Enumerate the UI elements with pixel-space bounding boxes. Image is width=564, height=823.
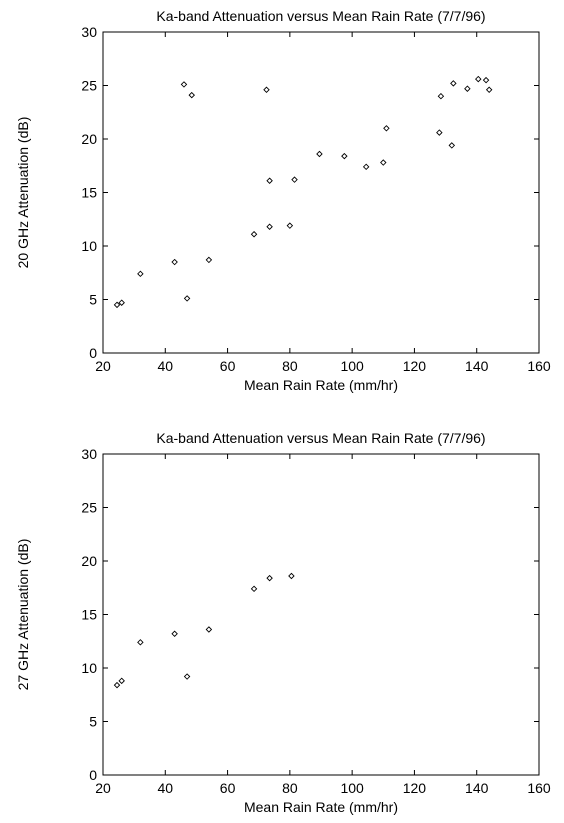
- data-point: [341, 152, 348, 160]
- data-point: [383, 125, 390, 132]
- x-tick-label: 20: [95, 358, 111, 374]
- y-tick-label: 20: [81, 553, 97, 569]
- x-tick-label: 140: [465, 358, 489, 374]
- data-point: [250, 230, 258, 238]
- plot-frame: [102, 31, 540, 354]
- data-point: [316, 150, 323, 158]
- y-tick-label: 5: [89, 714, 97, 730]
- data-point: [464, 85, 471, 92]
- x-tick-label: 100: [340, 358, 364, 374]
- x-tick-label: 100: [340, 780, 364, 796]
- data-point: [291, 176, 298, 183]
- data-point: [118, 299, 125, 306]
- y-axis-title: 27 GHz Attenuation (dB): [15, 539, 31, 691]
- chart-title: Ka-band Attenuation versus Mean Rain Rat…: [156, 8, 485, 24]
- data-point: [183, 295, 191, 302]
- data-point: [118, 677, 125, 685]
- y-tick-label: 25: [81, 78, 97, 94]
- data-point: [380, 159, 387, 166]
- data-point: [450, 80, 457, 87]
- x-tick-label: 120: [403, 358, 427, 374]
- y-tick-label: 30: [81, 24, 97, 40]
- data-point: [475, 75, 482, 83]
- data-point: [482, 76, 490, 84]
- data-point: [448, 142, 456, 149]
- data-point: [263, 86, 270, 94]
- data-point: [113, 301, 121, 309]
- x-tick-label: 60: [220, 358, 236, 374]
- data-point: [137, 639, 144, 646]
- x-tick-label: 120: [403, 780, 427, 796]
- x-tick-label: 80: [282, 358, 298, 374]
- x-axis-title: Mean Rain Rate (mm/hr): [244, 799, 398, 815]
- data-point: [436, 129, 443, 136]
- y-tick-label: 25: [81, 500, 97, 516]
- data-point: [183, 673, 191, 680]
- data-point: [288, 572, 295, 580]
- y-tick-label: 20: [81, 131, 97, 147]
- chart-27ghz: Ka-band Attenuation versus Mean Rain Rat…: [15, 430, 551, 815]
- data-point: [113, 681, 121, 689]
- y-tick-label: 0: [89, 345, 97, 361]
- plot-frame: [102, 453, 540, 776]
- y-tick-label: 0: [89, 767, 97, 783]
- data-point: [266, 223, 273, 230]
- y-tick-label: 5: [89, 292, 97, 308]
- x-tick-label: 40: [157, 780, 173, 796]
- y-tick-label: 15: [81, 607, 97, 623]
- y-tick-label: 10: [81, 238, 97, 254]
- data-point: [171, 630, 178, 637]
- x-tick-label: 140: [465, 780, 489, 796]
- x-tick-label: 40: [157, 358, 173, 374]
- data-point: [188, 91, 195, 99]
- data-point: [485, 86, 493, 94]
- data-point: [180, 81, 188, 88]
- x-tick-label: 80: [282, 780, 298, 796]
- y-tick-label: 30: [81, 446, 97, 462]
- x-tick-label: 160: [527, 780, 551, 796]
- data-point: [205, 256, 213, 264]
- data-point: [266, 177, 273, 184]
- data-point: [137, 270, 144, 278]
- y-axis-title: 20 GHz Attenuation (dB): [15, 117, 31, 269]
- data-point: [205, 626, 213, 633]
- data-point: [250, 585, 258, 593]
- data-point: [286, 222, 294, 229]
- x-tick-label: 20: [95, 780, 111, 796]
- data-point: [266, 574, 273, 582]
- x-tick-label: 60: [220, 780, 236, 796]
- x-tick-label: 160: [527, 358, 551, 374]
- y-tick-label: 10: [81, 660, 97, 676]
- data-point: [362, 163, 370, 171]
- data-point: [437, 92, 445, 100]
- data-point: [171, 258, 178, 266]
- y-tick-label: 15: [81, 185, 97, 201]
- chart-title: Ka-band Attenuation versus Mean Rain Rat…: [156, 430, 485, 446]
- chart-20ghz: Ka-band Attenuation versus Mean Rain Rat…: [15, 8, 551, 393]
- x-axis-title: Mean Rain Rate (mm/hr): [244, 377, 398, 393]
